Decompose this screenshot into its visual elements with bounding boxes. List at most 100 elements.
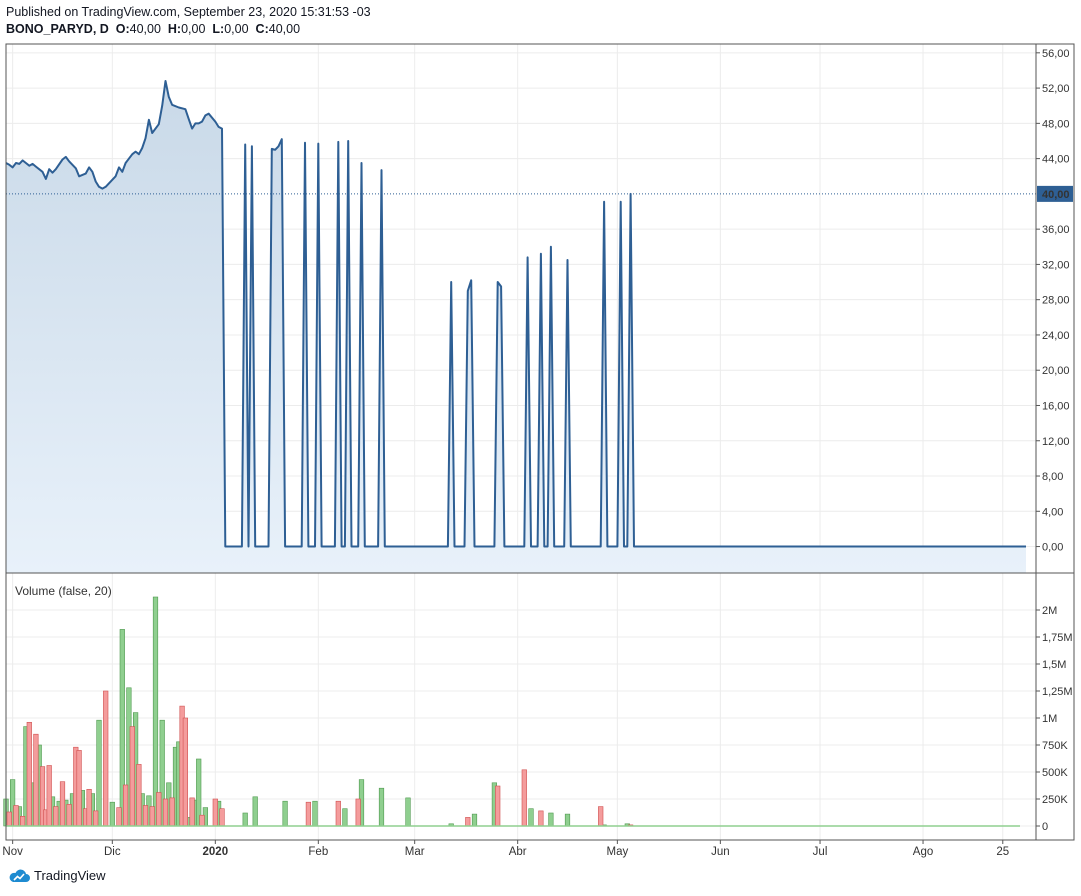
price-tick-label: 56,00 (1042, 48, 1070, 60)
volume-bar (19, 815, 26, 827)
price-tick-label: 20,00 (1042, 365, 1070, 377)
volume-bar (26, 721, 32, 827)
volume-tick-label: 250K (1042, 794, 1068, 806)
volume-tick-label: 1,75M (1042, 632, 1073, 644)
volume-bar (109, 801, 115, 827)
ohlc-low: L:0,00 (212, 22, 249, 36)
volume-bar (156, 792, 162, 827)
volume-bar (129, 726, 135, 827)
volume-bar (405, 797, 411, 827)
volume-title: Volume (false, 20) (15, 584, 112, 598)
price-tick-label: 24,00 (1042, 330, 1070, 342)
volume-bar (282, 800, 288, 827)
volume-bar (252, 796, 258, 827)
time-tick-label: Jul (813, 846, 828, 858)
volume-tick-label: 500K (1042, 767, 1068, 779)
price-tick-label: 16,00 (1042, 400, 1070, 412)
price-tick-label: 0,00 (1042, 542, 1063, 554)
volume-bar (465, 817, 471, 827)
volume-bar (199, 814, 205, 827)
volume-bar (564, 813, 571, 827)
volume-bars (3, 596, 1020, 827)
time-tick-label: Dic (104, 846, 121, 858)
time-tick-label: May (606, 846, 628, 858)
time-tick-label: Abr (509, 846, 527, 858)
last-price-marker (1037, 185, 1073, 202)
volume-bar (528, 808, 534, 827)
volume-bar (471, 813, 478, 827)
volume-bar (93, 810, 99, 827)
volume-tick-label: 0 (1042, 821, 1048, 833)
ohlc-high: H:0,00 (167, 22, 206, 36)
price-tick-label: 8,00 (1042, 471, 1063, 483)
ohlc-close: C:40,00 (255, 22, 301, 36)
chart-frame (5, 43, 1075, 841)
volume-bar (66, 804, 72, 827)
volume-bar (149, 806, 155, 827)
volume-bar (219, 808, 225, 827)
volume-bar (152, 596, 159, 827)
time-tick-label: Mar (405, 846, 425, 858)
time-tick-label: Jun (711, 846, 730, 858)
time-tick-label: 25 (996, 846, 1009, 858)
volume-bar (6, 811, 12, 827)
volume-bar (96, 719, 102, 827)
volume-bar (355, 798, 361, 827)
volume-tick-label: 1,5M (1042, 659, 1066, 671)
volume-bar (59, 781, 66, 827)
volume-bar (212, 798, 218, 827)
volume-bar (312, 800, 318, 827)
volume-bar (548, 812, 554, 827)
volume-bar (521, 769, 527, 827)
volume-bar (33, 733, 39, 827)
price-tick-label: 52,00 (1042, 83, 1070, 95)
time-tick-label: Nov (2, 846, 23, 858)
volume-bar (598, 806, 604, 827)
volume-bar (162, 798, 169, 827)
footer: TradingView (8, 868, 106, 883)
price-area-fill (6, 81, 1026, 573)
footer-brand[interactable]: TradingView (34, 868, 106, 883)
last-price-label: 40,00 (1042, 189, 1070, 201)
volume-bar (103, 690, 109, 827)
volume-bar (86, 788, 92, 827)
price-tick-label: 48,00 (1042, 118, 1070, 130)
volume-tick-label: 750K (1042, 740, 1068, 752)
price-tick-label: 4,00 (1042, 506, 1063, 518)
volume-tick-label: 1,25M (1042, 686, 1073, 698)
volume-bar (46, 765, 52, 827)
symbol-line: BONO_PARYD, D O:40,00 H:0,00 L:0,00 C:40… (6, 21, 371, 38)
price-area (5, 80, 1036, 573)
price-line (5, 80, 1026, 548)
volume-bar (342, 808, 348, 827)
volume-bar (378, 787, 385, 827)
volume-bar (76, 750, 82, 827)
volume-bar (136, 764, 142, 827)
volume-tick-label: 1M (1042, 713, 1057, 725)
volume-bar (116, 807, 122, 827)
price-tick-label: 44,00 (1042, 154, 1070, 166)
symbol-name[interactable]: BONO_PARYD, D (6, 22, 109, 36)
price-tick-label: 32,00 (1042, 259, 1070, 271)
volume-bar (189, 797, 195, 827)
time-tick-label: 2020 (203, 846, 229, 858)
volume-bar (335, 800, 341, 827)
ohlc-open: O:40,00 (115, 22, 161, 36)
volume-bar (53, 806, 59, 827)
price-tick-label: 36,00 (1042, 224, 1070, 236)
chart-header: Published on TradingView.com, September … (6, 4, 371, 38)
publish-note: Published on TradingView.com, September … (6, 5, 371, 19)
price-tick-label: 28,00 (1042, 295, 1070, 307)
axes: Nov Dic 2020 Feb Mar Abr May Jun Jul Ago 25 0,00 4,0… (2, 43, 1075, 858)
volume-bar (305, 801, 312, 827)
volume-bar (538, 810, 544, 827)
volume-bar (495, 785, 501, 827)
volume-bar (13, 805, 19, 827)
volume-bar (169, 797, 175, 827)
volume-bar (182, 717, 189, 827)
volume-bar (123, 784, 129, 827)
time-tick-label: Feb (308, 846, 328, 858)
volume-bar (242, 812, 248, 827)
time-tick-label: Ago (913, 846, 933, 858)
